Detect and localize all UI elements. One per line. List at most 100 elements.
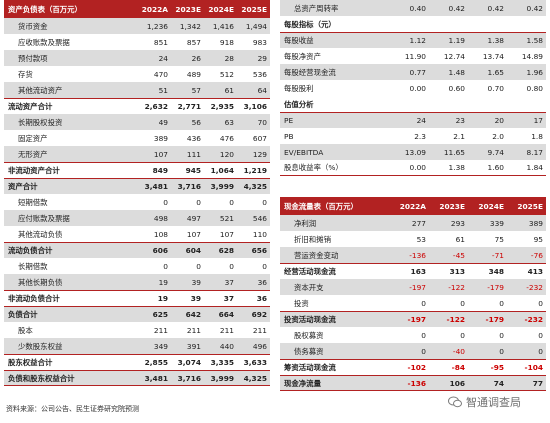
cell: 163 xyxy=(410,267,426,276)
cell: -104 xyxy=(524,363,544,372)
cashflow-title: 现金流量表（百万元） xyxy=(284,201,358,211)
cell: 37 xyxy=(223,294,234,303)
table-row: 流动负债合计 606 604 628 656 xyxy=(4,242,270,258)
cell: 983 xyxy=(252,37,267,47)
cell: 0 xyxy=(421,346,426,356)
balance-sheet-body: 货币资金 1,236 1,342 1,416 1,494 应收账款及票据 851 857 918… xyxy=(4,18,270,386)
valuation-section-title: 估值分析 xyxy=(284,99,314,109)
table-row: 资本开支 -197 -122 -179 -232 xyxy=(280,279,546,295)
cell: 24 xyxy=(158,53,168,63)
cell: -122 xyxy=(446,315,466,324)
cell: 0 xyxy=(262,261,267,271)
row-label: 非流动资产合计 xyxy=(8,166,60,175)
year-col: 2025E xyxy=(517,201,543,211)
year-col: 2023E xyxy=(439,201,465,211)
cell: 1,494 xyxy=(245,21,267,31)
cell: 53 xyxy=(416,234,426,244)
cell: 39 xyxy=(191,277,201,287)
cell: -136 xyxy=(407,378,427,388)
cell: 277 xyxy=(411,218,426,228)
cell: 0 xyxy=(538,298,543,308)
cell: 20 xyxy=(494,116,504,125)
row-label: 资产合计 xyxy=(8,182,38,191)
cell: 0.00 xyxy=(409,83,426,93)
cell: -179 xyxy=(485,315,505,324)
cell: 2,855 xyxy=(144,358,168,367)
cell: 0 xyxy=(262,197,267,207)
row-label: 其他流动资产 xyxy=(18,85,63,95)
cell: 512 xyxy=(219,69,234,79)
cell: 3,335 xyxy=(210,358,234,367)
cell: 498 xyxy=(153,213,168,223)
table-row: 其他流动资产 51 57 61 64 xyxy=(4,82,270,98)
table-row: 应付账款及票据 498 497 521 546 xyxy=(4,210,270,226)
cell: 0 xyxy=(196,261,201,271)
cell: 3,716 xyxy=(177,373,201,383)
per-share-body: 每股收益 1.12 1.19 1.38 1.58 每股净资产 11.90 12.74 13.74… xyxy=(280,32,546,96)
cell: 61 xyxy=(455,234,465,244)
row-label: 无形资产 xyxy=(18,149,48,159)
cell: 1.96 xyxy=(526,67,543,77)
cell: 2,935 xyxy=(210,102,234,111)
cell: -232 xyxy=(524,315,544,324)
cell: 0.60 xyxy=(448,83,465,93)
table-row: 营运资金变动 -136 -45 -71 -76 xyxy=(280,247,546,263)
row-label: 股东权益合计 xyxy=(8,358,53,367)
right-panel: 总资产周转率 0.40 0.42 0.42 0.42 每股指标（元） 每股收益 1… xyxy=(280,0,546,391)
table-row: 折旧和摊销 53 61 75 95 xyxy=(280,231,546,247)
table-row: PE 24 23 20 17 xyxy=(280,112,546,128)
cell: -102 xyxy=(407,363,427,372)
row-label: 投资活动现金流 xyxy=(284,315,336,324)
cell: 656 xyxy=(251,246,267,255)
year-col: 2022A xyxy=(141,4,168,14)
cell: 14.89 xyxy=(521,51,543,61)
cell: 0.42 xyxy=(448,3,465,13)
cell: 17 xyxy=(533,116,543,125)
cell: 49 xyxy=(158,117,168,127)
cell: 77 xyxy=(532,378,543,388)
table-row: 筹资活动现金流 -102 -84 -95 -104 xyxy=(280,359,546,375)
cell: 2.1 xyxy=(453,131,465,141)
table-row: 货币资金 1,236 1,342 1,416 1,494 xyxy=(4,18,270,34)
cell: 413 xyxy=(527,267,543,276)
cell: 107 xyxy=(153,149,168,159)
cell: 606 xyxy=(152,246,168,255)
row-label: 每股净资产 xyxy=(284,51,321,61)
cell: -84 xyxy=(451,363,465,372)
row-label: 少数股东权益 xyxy=(18,341,63,351)
cell: -40 xyxy=(452,346,465,356)
table-row: 债务募资 0 -40 0 0 xyxy=(280,343,546,359)
cell: 211 xyxy=(252,325,267,335)
row-label: 流动资产合计 xyxy=(8,102,53,111)
cell: 0 xyxy=(460,298,465,308)
cell: 0 xyxy=(421,298,426,308)
cell: 1,064 xyxy=(210,166,234,175)
table-row: 资产合计 3,481 3,716 3,999 4,325 xyxy=(4,178,270,194)
cell: 391 xyxy=(186,341,201,351)
cell: 389 xyxy=(153,133,168,143)
cell: -76 xyxy=(530,250,543,260)
cell: 664 xyxy=(218,310,234,319)
cell: 0 xyxy=(229,197,234,207)
balance-sheet-header: 资产负债表（百万元） 2022A 2023E 2024E 2025E xyxy=(4,0,270,18)
cell: 108 xyxy=(153,229,168,239)
cell: 0 xyxy=(196,197,201,207)
cell: 19 xyxy=(158,277,168,287)
row-label: 长期借款 xyxy=(18,261,48,271)
row-label: 债务募资 xyxy=(294,346,324,356)
cell: 51 xyxy=(158,85,168,95)
row-label: 投资 xyxy=(294,298,309,308)
cell: 0 xyxy=(163,261,168,271)
cell: 3,999 xyxy=(210,373,234,383)
cell: -122 xyxy=(448,282,465,292)
watermark: 智通调查局 xyxy=(448,394,521,410)
table-row: 其他流动负债 108 107 107 110 xyxy=(4,226,270,242)
row-label: 股本 xyxy=(18,325,33,335)
table-row: 股权募资 0 0 0 0 xyxy=(280,327,546,343)
row-label: 预付款项 xyxy=(18,53,48,63)
cell: -179 xyxy=(487,282,504,292)
cell: 604 xyxy=(185,246,201,255)
cell: 945 xyxy=(185,166,201,175)
row-label: 短期借款 xyxy=(18,197,48,207)
table-row: 长期股权投资 49 56 63 70 xyxy=(4,114,270,130)
